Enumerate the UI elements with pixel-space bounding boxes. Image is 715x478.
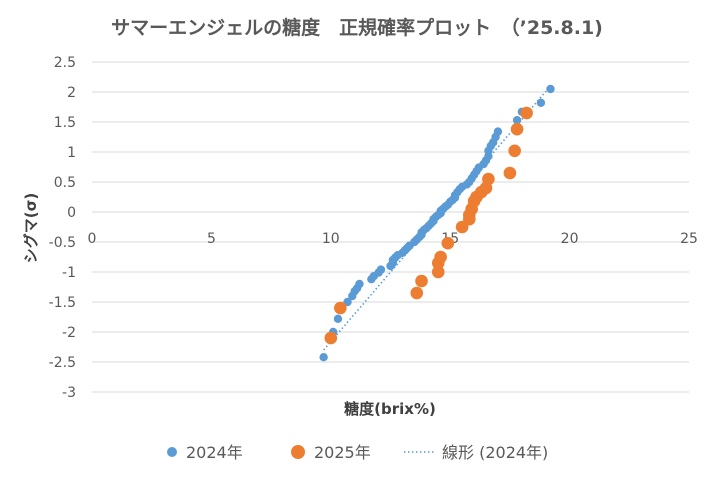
data-point-2025 [434,250,447,264]
x-tick-label: 10 [322,231,340,247]
data-point-2025 [431,265,445,279]
y-tick-label: 0.5 [54,175,76,191]
data-point-2024 [355,279,364,289]
y-tick-label: 0 [67,205,76,221]
y-tick-label: -3 [62,385,76,401]
data-point-2024 [376,265,386,274]
data-point-2025 [410,286,424,300]
x-axis-tick-labels: 0510152025 [88,231,698,247]
y-axis-tick-labels: 2.5 2 1.5 1 0.5 0 -0.5 -1 -1.5 -2 -2.5 -3 [49,55,76,401]
y-tick-label: 2 [67,85,76,101]
data-point-2024 [536,98,546,108]
y-tick-label: -1.5 [49,295,76,311]
data-point-2024 [493,127,503,136]
data-point-2025 [503,166,517,180]
y-tick-label: -1 [62,265,76,281]
data-point-2024 [512,116,522,125]
legend-marker-2024 [167,447,177,457]
grid-lines [92,61,689,393]
y-tick-label: 2.5 [54,55,76,71]
x-tick-label: 0 [88,231,97,247]
data-point-2025 [510,122,524,136]
data-point-2025 [415,274,428,288]
data-point-2025 [482,172,495,186]
x-axis-title: 糖度(brix%) [344,400,436,418]
legend-label-2024: 2024年 [186,443,243,462]
data-point-2025 [334,301,347,315]
y-tick-label: -2.5 [49,355,76,371]
y-tick-label: -0.5 [49,235,76,251]
legend: 2024年 2025年 線形 (2024年) [167,443,548,462]
series-2025-points [324,106,533,345]
data-point-2025 [441,236,455,250]
x-tick-label: 5 [207,231,216,247]
data-point-2024 [319,353,328,362]
legend-label-2025: 2025年 [314,443,371,462]
y-tick-label: 1 [67,145,76,161]
data-point-2025 [508,144,521,158]
legend-marker-2025 [291,445,305,459]
chart-title: サマーエンジェルの糖度 正規確率プロット （’25.8.1) [111,16,603,39]
data-point-2025 [324,331,338,345]
x-tick-label: 20 [561,231,579,247]
data-point-2024 [546,84,555,94]
y-tick-label: 1.5 [54,115,76,131]
data-point-2025 [520,106,533,120]
data-point-2024 [333,314,343,323]
series-2024-points [319,84,555,362]
y-tick-label: -2 [62,325,76,341]
y-axis-title: シグマ(σ) [22,193,40,263]
x-tick-label: 25 [680,231,698,247]
legend-label-trend: 線形 (2024年) [442,443,548,462]
data-point-2024 [343,297,352,307]
